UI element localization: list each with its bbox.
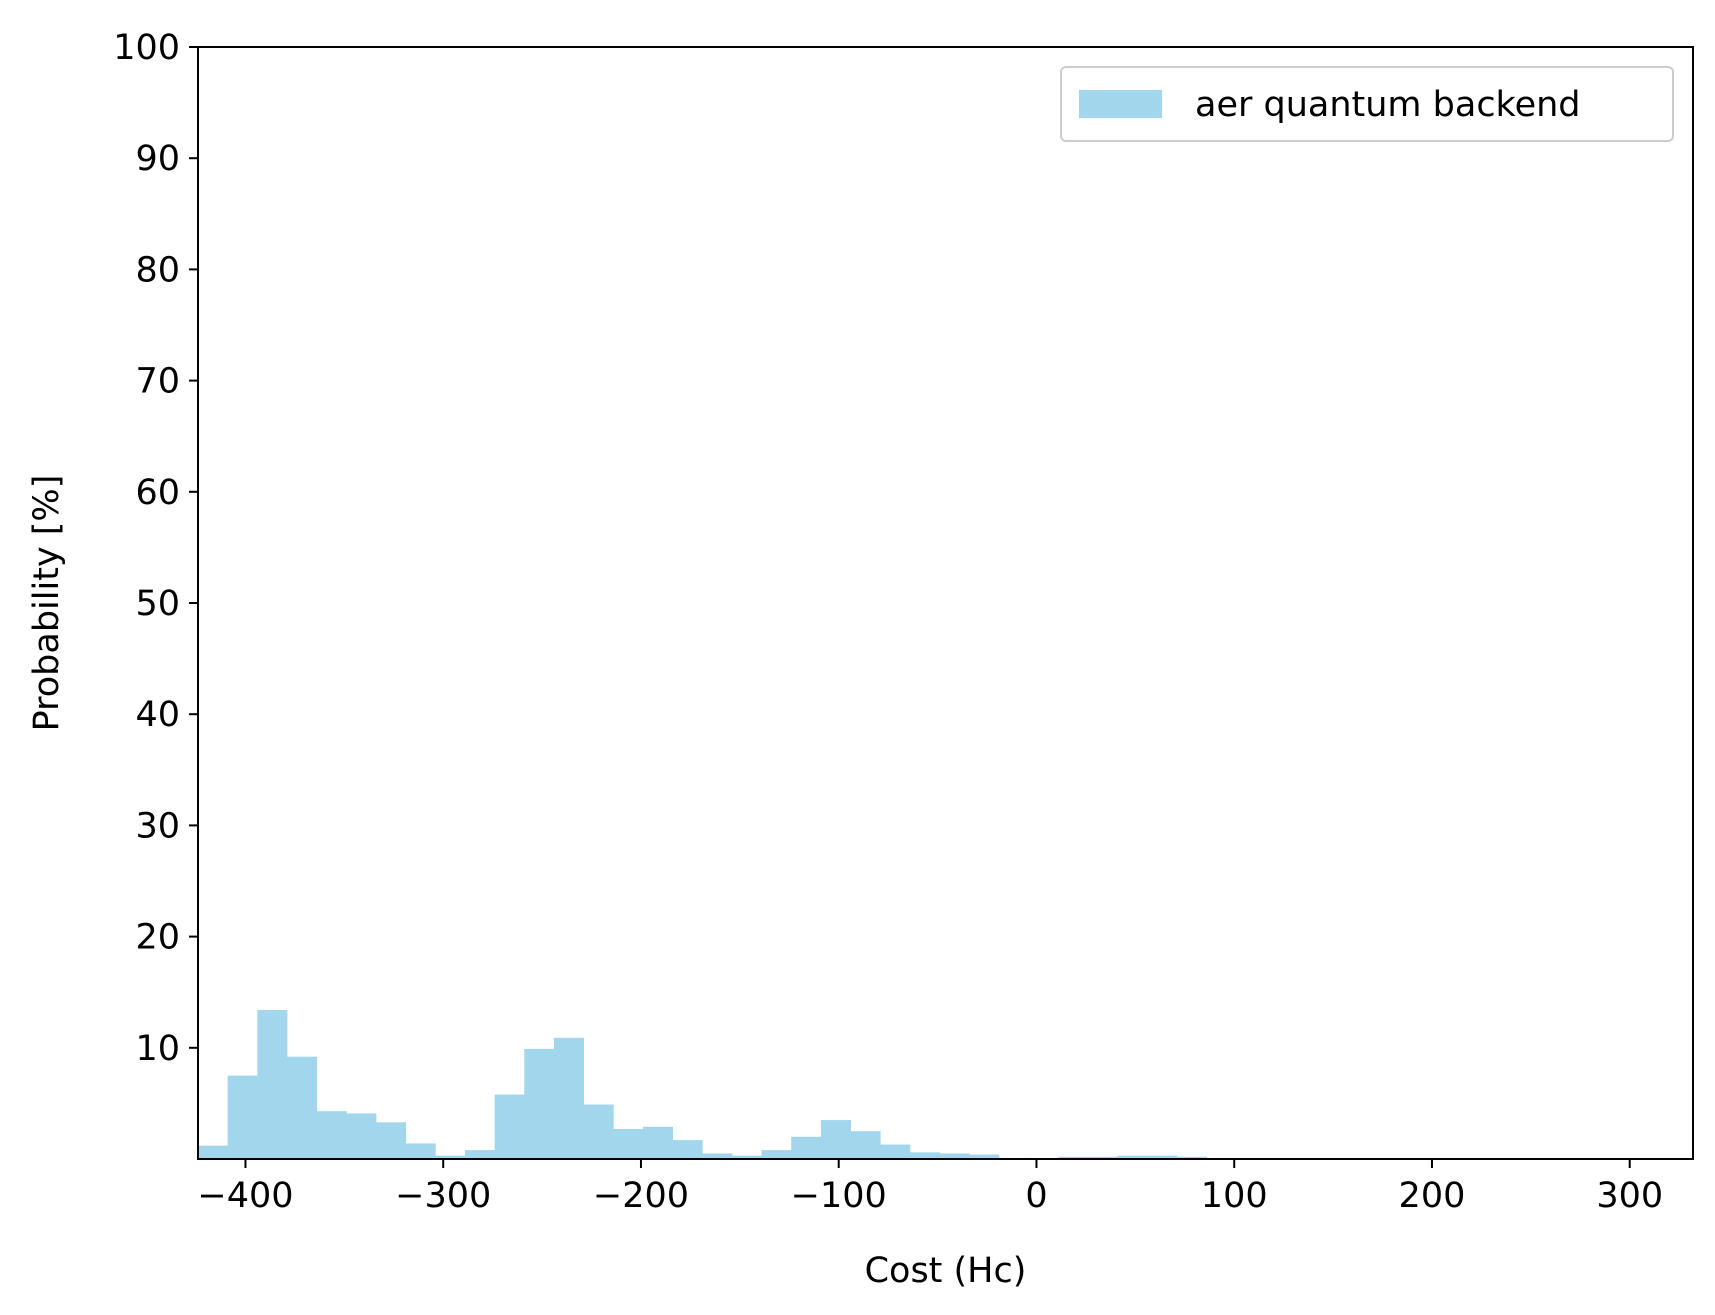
- histogram-bar: [673, 1140, 703, 1159]
- y-axis-label: Probability [%]: [27, 475, 67, 732]
- histogram-bar: [287, 1057, 317, 1159]
- histogram-bar: [791, 1137, 821, 1159]
- x-tick-label: 300: [1596, 1176, 1663, 1216]
- histogram-bar: [762, 1150, 792, 1159]
- y-tick-label: 80: [135, 250, 180, 290]
- legend-swatch: [1079, 90, 1162, 118]
- y-tick-label: 50: [135, 584, 180, 624]
- y-tick-label: 60: [135, 473, 180, 513]
- histogram-bar: [643, 1127, 673, 1159]
- x-tick-label: −400: [197, 1176, 293, 1216]
- x-tick-label: −200: [593, 1176, 689, 1216]
- histogram-bar: [228, 1076, 258, 1159]
- y-tick-label: 70: [135, 362, 180, 402]
- y-tick-label: 30: [135, 806, 180, 846]
- histogram-bar: [851, 1131, 881, 1159]
- histogram-bar: [257, 1010, 287, 1159]
- histogram-bar: [524, 1049, 554, 1159]
- x-axis-label: Cost (Hc): [865, 1251, 1027, 1291]
- x-tick-label: −100: [791, 1176, 887, 1216]
- y-tick-label: 40: [135, 695, 180, 735]
- y-tick-label: 100: [113, 28, 180, 68]
- y-tick-label: 90: [135, 139, 180, 179]
- histogram-bar: [495, 1095, 525, 1159]
- histogram-bar: [376, 1122, 406, 1159]
- histogram-bar: [821, 1120, 851, 1159]
- legend: aer quantum backend: [1061, 67, 1673, 141]
- y-tick-label: 20: [135, 918, 180, 958]
- x-tick-label: 100: [1201, 1176, 1268, 1216]
- legend-label: aer quantum backend: [1195, 85, 1581, 125]
- histogram-bar: [880, 1145, 910, 1159]
- histogram-bar: [346, 1113, 376, 1159]
- histogram-bar: [613, 1129, 643, 1159]
- x-tick-label: 0: [1025, 1176, 1047, 1216]
- histogram-bar: [910, 1152, 940, 1159]
- y-tick-label: 10: [135, 1029, 180, 1069]
- histogram-bar: [465, 1150, 495, 1159]
- histogram-bar: [198, 1146, 228, 1159]
- x-tick-label: −300: [395, 1176, 491, 1216]
- histogram-bar: [317, 1111, 347, 1159]
- histogram-bar: [584, 1105, 614, 1159]
- x-tick-label: 200: [1399, 1176, 1466, 1216]
- histogram-bar: [554, 1038, 584, 1159]
- histogram-bar: [406, 1143, 436, 1159]
